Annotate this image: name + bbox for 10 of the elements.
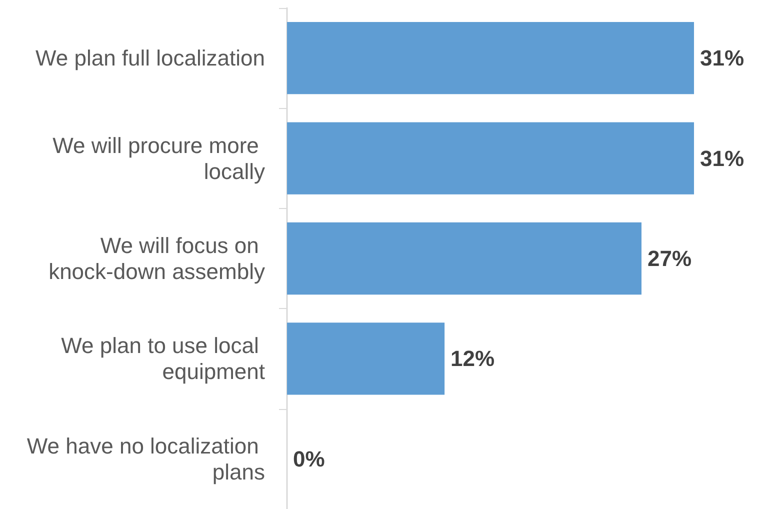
y-tick-label: We plan to use local equipment [61,333,265,384]
data-label: 31% [700,46,744,71]
data-label: 31% [700,146,744,171]
y-tick-label: We will focus on knock-down assembly [48,233,265,284]
y-tick-label: We have no localization plans [26,433,265,484]
data-label: 27% [647,246,692,271]
data-label: 0% [293,446,325,472]
data-label: 12% [450,346,495,372]
y-tick-label: We plan full localization [36,46,265,71]
y-tick-label: We will procure more locally [52,132,265,184]
